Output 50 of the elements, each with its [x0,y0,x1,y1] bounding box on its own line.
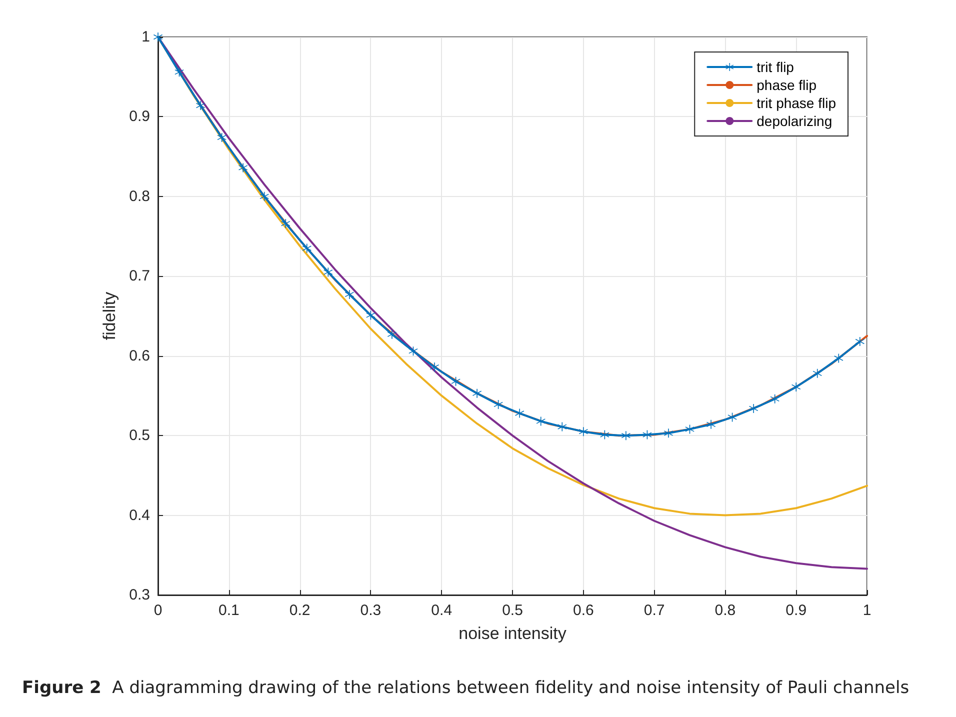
point [578,427,588,436]
x-tick-label: 0.8 [714,602,736,619]
point [558,422,567,432]
point [344,290,354,299]
point [196,101,206,110]
point [855,337,864,346]
x-tick-label: 0.4 [431,602,452,619]
point [749,404,758,413]
x-tick-label: 0.1 [218,602,240,619]
y-tick-label: 1 [142,28,150,46]
legend-label: trit phase flip [756,95,836,111]
point [260,192,269,201]
x-tick-label: 1 [862,602,872,619]
point [174,68,184,77]
x-tick-label: 0.2 [289,602,310,619]
point [238,163,248,172]
y-tick-label: 0.8 [129,188,150,205]
point [536,416,546,426]
point [430,362,440,372]
x-tick-label: 0 [154,602,162,619]
x-axis-title: noise intensity [458,624,567,643]
y-axis-title: fidelity [100,291,120,340]
point [515,408,524,418]
x-tick-label: 0.9 [786,602,807,619]
point [302,244,312,253]
x-tick-label: 0.5 [502,602,523,619]
point [834,354,844,363]
y-tick-label: 0.9 [129,108,150,126]
x-tick-label: 0.6 [572,602,594,619]
point [664,428,673,438]
point [600,430,610,440]
point [472,388,482,398]
point [706,420,716,429]
point [281,219,290,228]
y-tick-label: 0.3 [129,586,150,604]
point [387,330,396,339]
point [408,346,418,356]
y-tick-label: 0.5 [129,427,150,444]
y-tick-label: 0.4 [129,506,150,524]
point [792,382,801,392]
legend-label: depolarizing [756,113,832,129]
x-tick-label: 0.7 [644,602,665,619]
point [621,431,630,440]
legend-label: phase flip [756,77,817,93]
y-tick-label: 0.6 [129,347,150,364]
legend-label: trit flip [756,59,794,75]
point [812,368,822,378]
caption: Figure 2 A diagramming drawing of the relations between fidelity and noise intensity of Pauli channels [22,678,910,698]
y-tick-label: 0.7 [129,268,150,285]
x-tick-label: 0.3 [360,602,382,619]
